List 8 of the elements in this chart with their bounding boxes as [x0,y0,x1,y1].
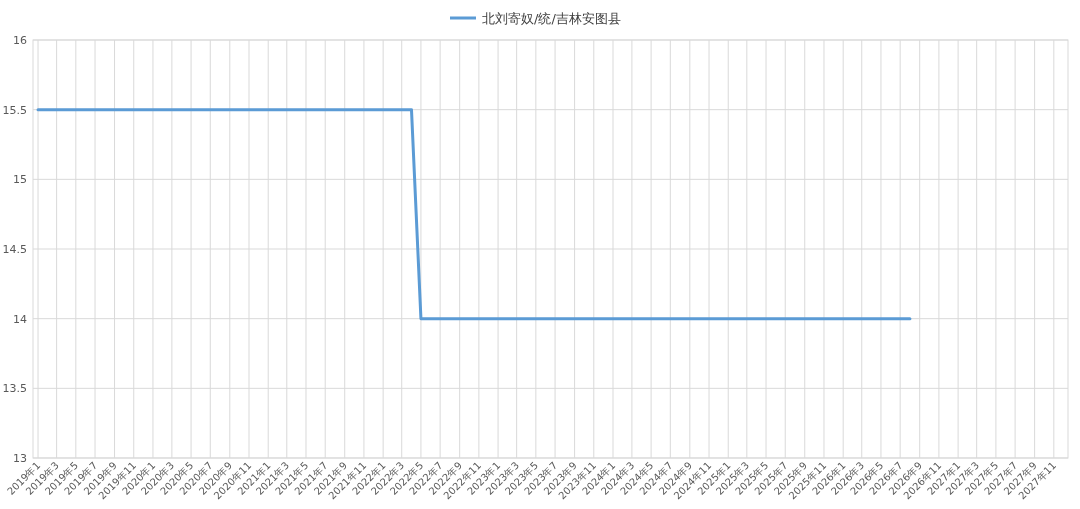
y-tick-label: 13.5 [2,382,27,396]
legend-label: 北刘寄奴/统/吉林安图县 [482,11,621,26]
y-tick-label: 14.5 [2,243,27,256]
y-tick-label: 16 [13,34,27,47]
y-tick-label: 13 [13,452,27,465]
y-tick-label: 15 [13,173,27,187]
y-tick-label: 14 [13,312,27,326]
y-tick-label: 15.5 [2,103,27,117]
